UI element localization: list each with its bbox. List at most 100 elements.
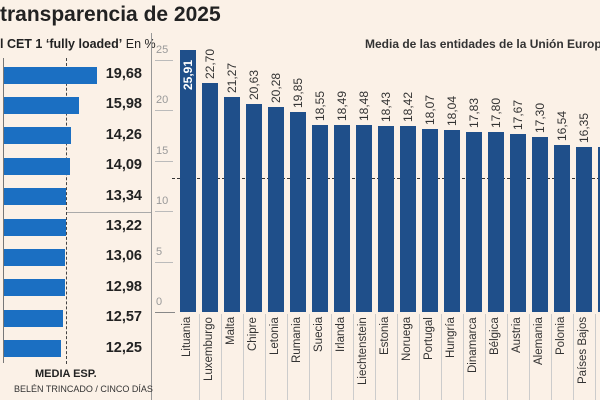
category-separator: [243, 314, 244, 400]
bar-value-label: 18,49: [335, 91, 349, 122]
left-axis-line: [3, 58, 4, 363]
bar-value-label: 18,04: [445, 95, 459, 126]
category-label: Bélgica: [489, 317, 501, 355]
category-label: Dinamarca: [467, 317, 479, 373]
bar-rumania: [290, 111, 306, 312]
y-tick-line: [155, 59, 173, 61]
category-separator: [529, 314, 530, 400]
bar-value-label: 25,91: [181, 60, 195, 91]
bar-value-label: 17,80: [489, 98, 503, 129]
bar-value-label: 12,98: [105, 278, 142, 295]
bar-liechtenstein: [356, 125, 372, 312]
bar-value-label: 18,42: [401, 91, 415, 122]
y-tick-label: 5: [156, 245, 163, 258]
bar-polonia: [554, 144, 570, 312]
bar-value-label: 18,48: [357, 91, 371, 122]
y-tick-label: 20: [156, 94, 169, 106]
left-separator: [67, 212, 151, 213]
category-label: Suecia: [313, 316, 325, 352]
category-separator: [199, 314, 200, 400]
bar-value-label: 13,06: [105, 248, 142, 265]
category-label: Portugal: [423, 317, 435, 360]
y-tick-label: 25: [156, 43, 169, 56]
bar-lituania: [180, 50, 196, 312]
category-label: Malta: [225, 316, 237, 345]
category-label: Alemania: [533, 317, 545, 365]
bar-bélgica: [488, 132, 504, 312]
credit: BELÉN TRINCADO / CINCO DÍAS: [14, 384, 153, 394]
bar-value-label: 14,09: [105, 157, 142, 174]
bar-suecia: [312, 124, 328, 312]
category-separator: [573, 314, 574, 400]
category-label: Polonia: [555, 316, 567, 355]
category-label: Irlanda: [335, 316, 347, 352]
category-separator: [397, 314, 398, 400]
bar-spain-2: [4, 127, 71, 145]
y-tick-line: [155, 110, 173, 111]
bar-value-label: 17,67: [511, 99, 525, 130]
bar-spain-9: [4, 340, 62, 358]
bar-estonia: [378, 125, 394, 312]
y-tick-label: 0: [156, 296, 163, 308]
bar-value-label: 19,68: [105, 66, 142, 82]
category-separator: [353, 314, 354, 400]
bar-noruega: [400, 125, 416, 312]
category-separator: [287, 314, 288, 400]
bar-spain-4: [4, 188, 67, 206]
bar-austria: [510, 133, 526, 312]
bar-spain-6: [4, 248, 66, 266]
bar-value-label: 18,55: [313, 90, 327, 121]
bar-value-label: 19,85: [291, 77, 305, 108]
bar-value-label: 12,25: [105, 339, 142, 356]
bar-letonia: [268, 107, 284, 312]
bar-partial: [598, 147, 600, 312]
bar-dinamarca: [466, 131, 482, 312]
bar-value-label: 16,35: [577, 112, 591, 143]
spain-average-label: MEDIA ESP.: [35, 368, 97, 380]
bar-value-label: 13,22: [105, 218, 142, 234]
category-label: Austria: [511, 317, 523, 353]
spain-average-line: [66, 58, 67, 364]
category-separator: [507, 314, 508, 400]
category-separator: [419, 314, 420, 400]
bar-spain-7: [4, 279, 65, 297]
bar-value-label: 17,83: [467, 97, 481, 128]
y-tick-line: [155, 211, 173, 212]
bar-value-label: 20,63: [247, 69, 261, 100]
category-label: Chipre: [247, 317, 259, 351]
category-label: Hungría: [445, 317, 457, 358]
category-separator: [441, 314, 442, 400]
panel-divider: [151, 33, 152, 400]
bar-value-label: 15,98: [105, 96, 142, 113]
bar-irlanda: [334, 125, 350, 312]
bar-alemania: [532, 137, 548, 312]
bar-spain-8: [4, 309, 63, 327]
category-label: Estonia: [379, 316, 391, 355]
bar-value-label: 20,28: [269, 73, 283, 104]
bar-chipre: [246, 103, 262, 312]
category-separator: [309, 314, 310, 400]
bar-luxemburgo: [202, 82, 218, 312]
bar-spain-0: [4, 66, 98, 84]
left-subtitle: l CET 1 ‘fully loaded’ En %: [0, 37, 156, 51]
bar-value-label: 12,57: [105, 309, 142, 326]
bar-value-label: 14,26: [105, 126, 142, 143]
bar-spain-5: [4, 218, 66, 236]
category-separator: [265, 314, 266, 400]
bar-spain-1: [4, 96, 80, 114]
y-tick-label: 15: [156, 144, 169, 157]
chart-title: transparencia de 2025: [0, 3, 221, 26]
right-subtitle: Media de las entidades de la Unión Europ…: [365, 37, 600, 51]
left-subtitle-metric: l CET 1 ‘fully loaded’: [0, 37, 123, 51]
category-separator: [375, 314, 376, 400]
y-tick-line: [155, 261, 173, 263]
category-separator: [551, 314, 552, 400]
category-label: Lituania: [181, 316, 193, 357]
category-label: Liechtenstein: [357, 317, 369, 385]
bar-malta: [224, 97, 240, 312]
bar-países-bajos: [576, 146, 592, 312]
bar-value-label: 18,07: [423, 95, 437, 126]
bar-value-label: 21,27: [225, 63, 239, 94]
bar-value-label: 13,34: [105, 187, 142, 204]
category-label: Países Bajos: [577, 316, 589, 384]
